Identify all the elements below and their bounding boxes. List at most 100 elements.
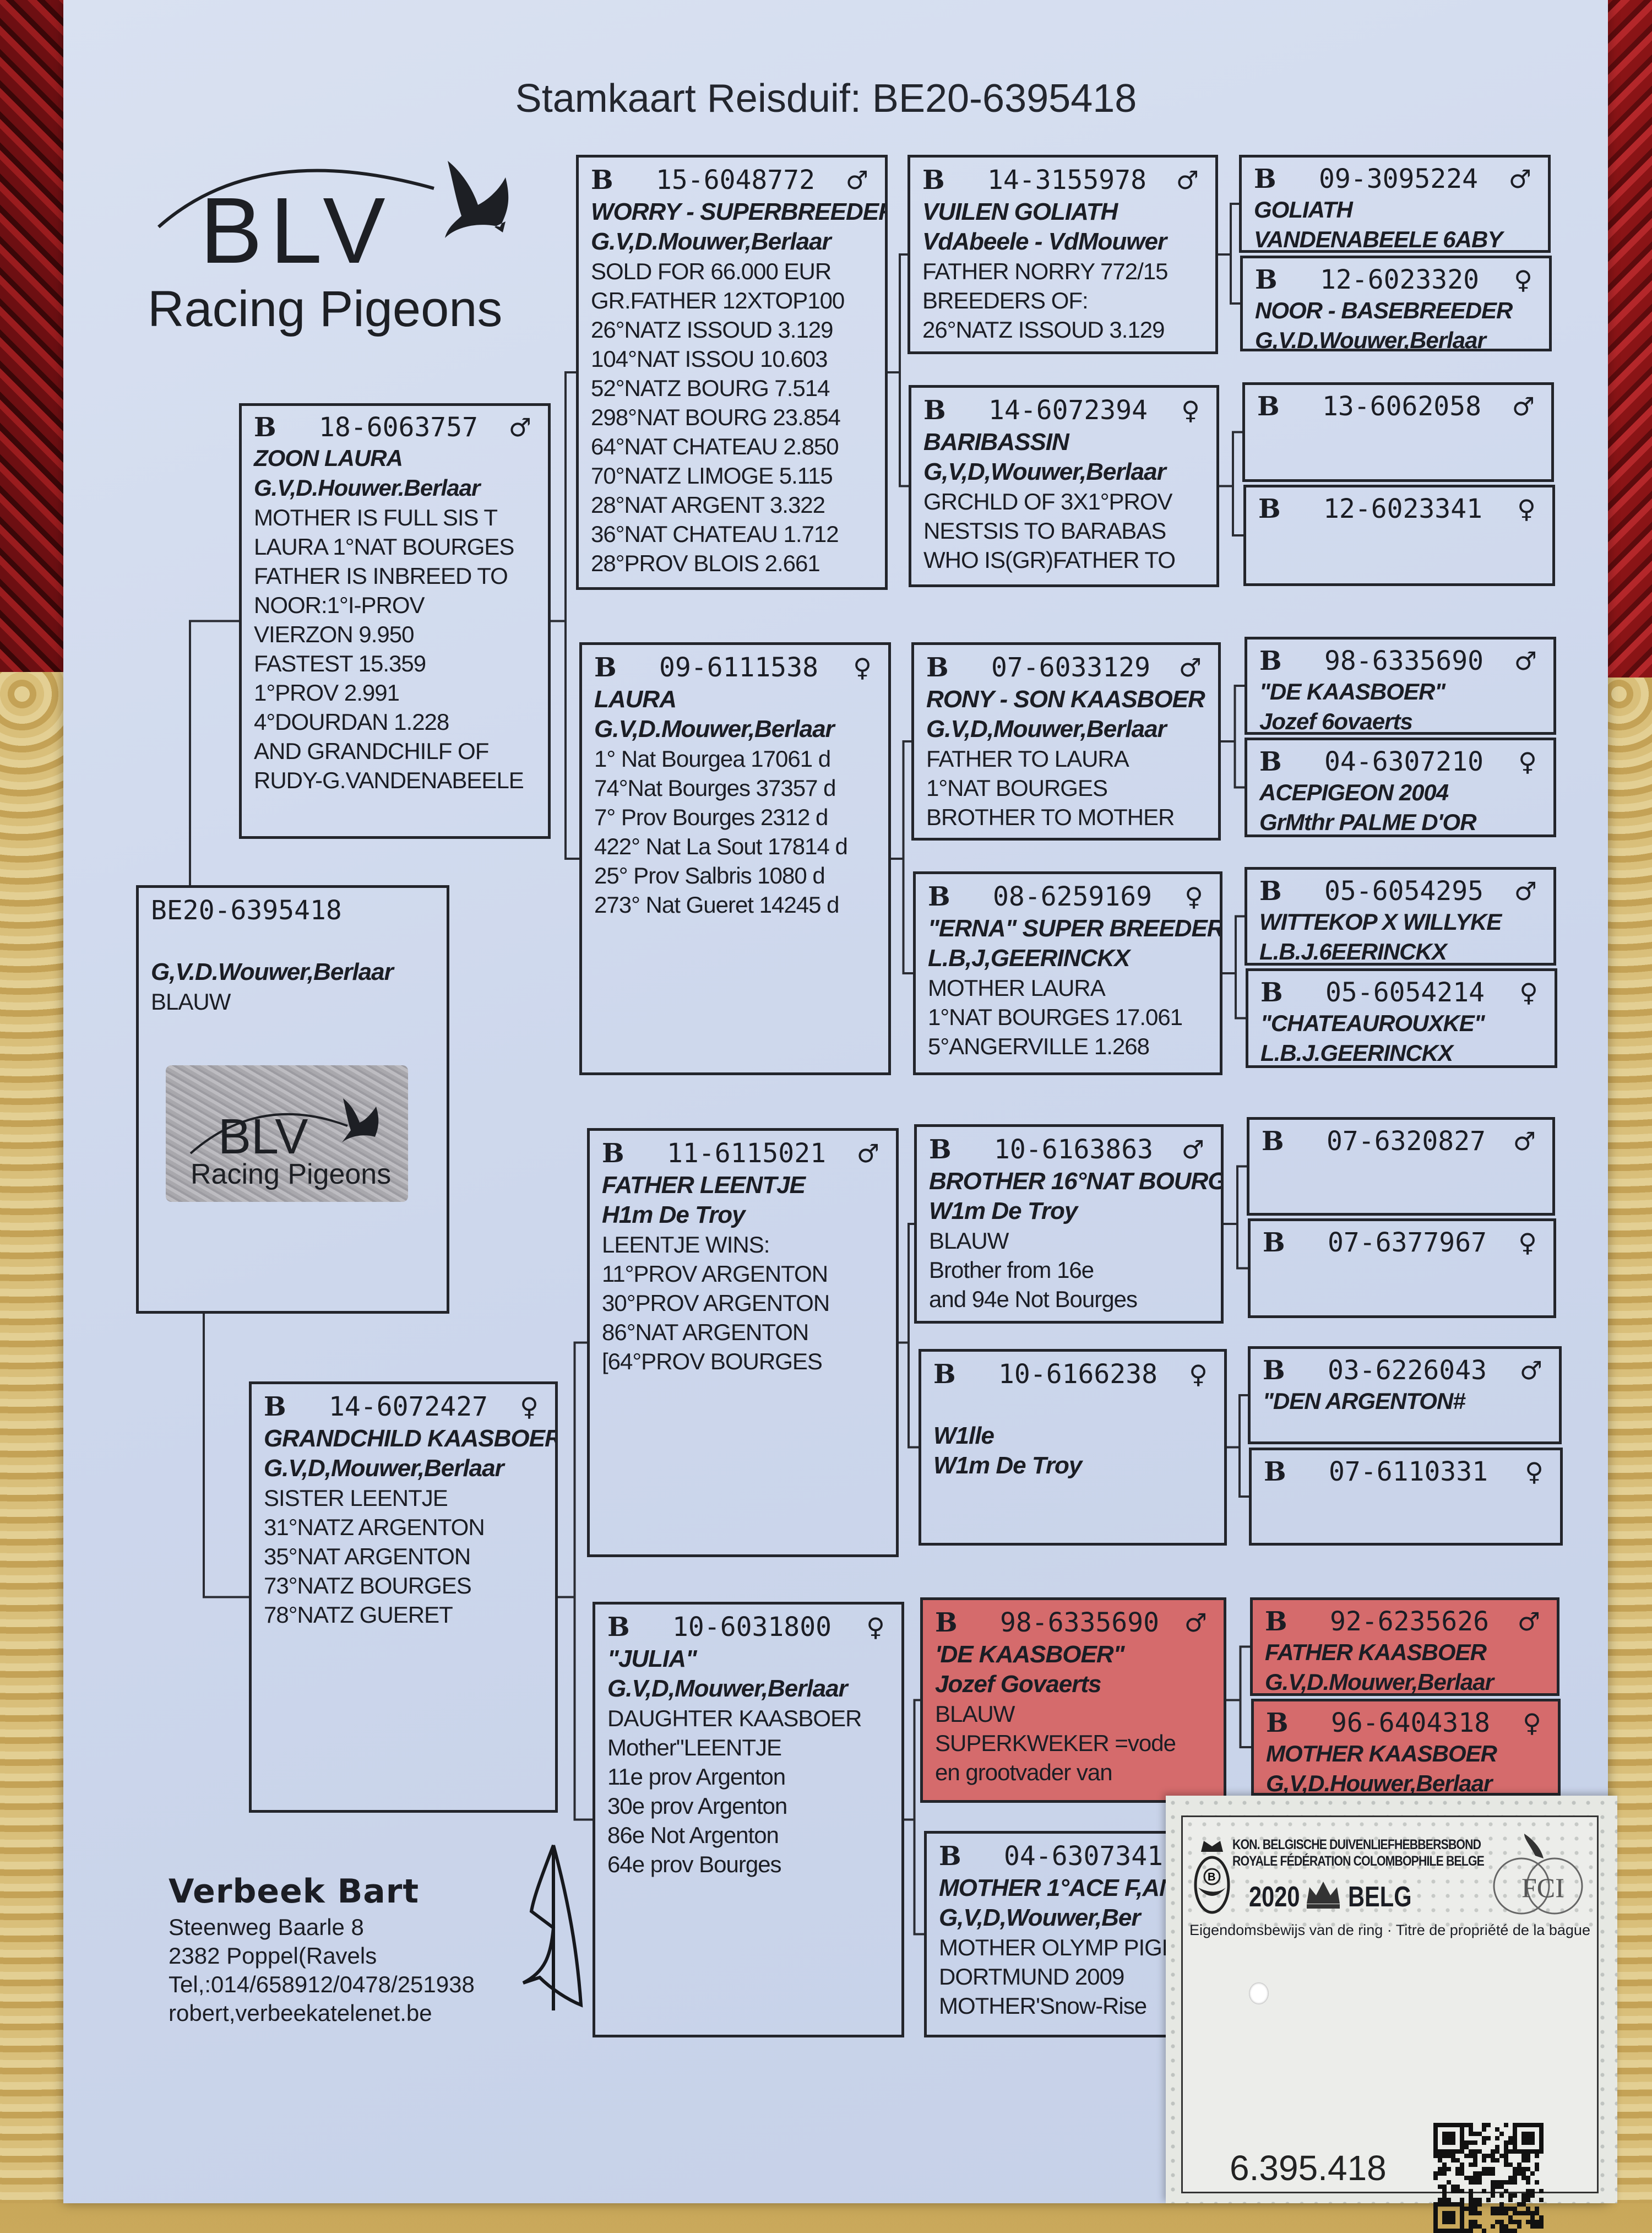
ring-number: 07-6377967 (1328, 1227, 1487, 1258)
pedigree-note: 64°NAT CHATEAU 2.850 (591, 433, 839, 459)
country-code: B (1263, 1355, 1285, 1386)
pedigree-note: 25° Prov Salbris 1080 d (594, 863, 825, 888)
breeder-name: W1m De Troy (933, 1452, 1082, 1479)
breeder-name: G.V,D.Mouwer,Berlaar (594, 716, 835, 742)
pedigree-box-dds: B 98-6335690 ♂ 'DE KAASBOER" Jozef Govaerts B… (920, 1597, 1226, 1803)
pedigree-note: BROTHER TO MOTHER (926, 804, 1175, 830)
breeder-name: G.V,D.Mouwer,Berlaar (1265, 1669, 1494, 1695)
svg-text:FCI: FCI (1521, 1872, 1564, 1903)
pedigree-note: 11e prov Argenton (607, 1764, 786, 1790)
pigeon-name: WORRY - SUPERBREEDER (591, 198, 888, 225)
male-icon: ♂ (1176, 165, 1199, 195)
ring-number: 07-6110331 (1329, 1456, 1488, 1487)
male-icon: ♂ (1178, 653, 1202, 682)
female-icon: ♀ (1518, 747, 1537, 777)
male-icon: ♂ (1512, 392, 1535, 421)
pigeon-name: ZOON LAURA (254, 445, 403, 471)
country-code: B (928, 881, 950, 912)
pedigree-box-ssss: B 09-3095224 ♂ GOLIATH VANDENABEELE 6ABY (1239, 155, 1551, 253)
ownership-caption: Eigendomsbewijs van de ring · Titre de p… (1189, 1922, 1590, 1938)
breeder-name: G,V,D.Houwer,Berlaar (1266, 1770, 1492, 1796)
logo-tagline: Racing Pigeons (148, 281, 502, 337)
owner-info: Verbeek Bart Steenweg Baarle 8 2382 Popp… (169, 1870, 475, 2028)
country-code: B (1266, 1708, 1289, 1738)
pigeon-name: NOOR - BASEBREEDER (1255, 297, 1513, 323)
pigeon-header: B 92-6235626 ♂ (1265, 1606, 1557, 1638)
punch-hole (1249, 1982, 1269, 2004)
sticker-brand: BLV (218, 1109, 308, 1164)
pedigree-box-ss: B 15-6048772 ♂ WORRY - SUPERBREEDER G.V,D.Mo… (576, 155, 888, 590)
pedigree-note: Brother from 16e (929, 1257, 1094, 1283)
blv-logo: BLV Racing Pigeons (148, 161, 509, 337)
pedigree-box-sd: B 09-6111538 ♀ LAURA G.V,D.Mouwer,Berlaar 1° … (579, 642, 891, 1075)
pedigree-note: MOTHER OLYMP PIGEON (939, 1934, 1211, 1960)
ring-number: 09-3095224 (1319, 164, 1478, 194)
owner-email: robert,verbeekatelenet.be (169, 2000, 432, 2026)
breeder-name: GrMthr PALME D'OR (1259, 809, 1477, 835)
pedigree-note: LEENTJE WINS: (602, 1232, 770, 1258)
male-icon: ♂ (1519, 1356, 1542, 1385)
ring-number: 14-6072427 (329, 1391, 488, 1422)
ring-number: 08-6259169 (993, 881, 1152, 912)
female-icon: ♀ (1523, 1708, 1541, 1738)
pedigree-box-dsd: B 10-6166238 ♀ W1lle W1m De Troy (919, 1349, 1227, 1546)
ring-number: 98-6335690 (1000, 1607, 1159, 1638)
pedigree-box-sdsd: B 04-6307210 ♀ ACEPIGEON 2004 GrMthr PALME D… (1245, 738, 1556, 837)
pedigree-note: en grootvader van (935, 1759, 1113, 1785)
background-fabric (0, 0, 66, 672)
male-icon: ♂ (508, 413, 531, 442)
pedigree-note: WHO IS(GR)FATHER TO (923, 547, 1176, 573)
ring-number: 07-6320827 (1327, 1126, 1486, 1157)
pedigree-note: 73°NATZ BOURGES (264, 1573, 472, 1598)
breeder-name: G.V,D,Mouwer,Berlaar (926, 716, 1167, 742)
pedigree-note: AND GRANDCHILF OF (254, 738, 489, 764)
pedigree-note: 104°NAT ISSOU 10.603 (591, 346, 828, 372)
pedigree-note: 52°NATZ BOURG 7.514 (591, 375, 830, 401)
owner-phone: Tel,:014/658912/0478/251938 (169, 1971, 475, 1997)
spacer (933, 1391, 1224, 1421)
fci-logo: FCI (1493, 1834, 1583, 1915)
pigeon-header: B 18-6063757 ♂ (254, 411, 548, 443)
pigeon-header: B 15-6048772 ♂ (591, 163, 885, 197)
pigeon-header: B 09-6111538 ♀ (594, 651, 888, 685)
pigeon-header: B 14-6072394 ♀ (923, 393, 1216, 427)
pedigree-note: 1°NAT BOURGES (926, 775, 1108, 801)
svg-text:B: B (1208, 1871, 1215, 1883)
pedigree-note: 30°PROV ARGENTON (602, 1290, 830, 1316)
ring-number: 10-6163863 (994, 1134, 1153, 1165)
breeder-name: L.B.J.6EERINCKX (1259, 939, 1447, 964)
pedigree-note: MOTHER'Snow-Rise (939, 1993, 1147, 2019)
male-icon: ♂ (1517, 1607, 1540, 1636)
pedigree-note: 70°NATZ LIMOGE 5.115 (591, 463, 833, 489)
pedigree-note: 31°NATZ ARGENTON (264, 1514, 485, 1540)
pedigree-note: 74°Nat Bourges 37357 d (594, 775, 836, 801)
pedigree-note: [64°PROV BOURGES (602, 1348, 823, 1374)
pedigree-note: 26°NATZ ISSOUD 3.129 (591, 317, 834, 343)
ring-number: 10-6031800 (672, 1612, 832, 1643)
pedigree-note: SUPERKWEKER =vode (935, 1730, 1176, 1756)
breeder-name: G,V,D,Wouwer,Berlaar (923, 458, 1166, 485)
pigeon-icon (445, 161, 509, 238)
ring-number: 05-6054295 (1324, 876, 1483, 907)
pigeon-header: B 12-6023320 ♀ (1255, 264, 1549, 296)
ring-number: 12-6023320 (1320, 264, 1479, 295)
crown-icon (1307, 1882, 1340, 1909)
pedigree-note: 26°NATZ ISSOUD 3.129 (922, 317, 1165, 343)
country-code: B (264, 1391, 286, 1422)
owner-address: Steenweg Baarle 8 (169, 1914, 364, 1940)
ring-number: 14-6072394 (988, 395, 1148, 426)
breeder-name: G.V,D.Mouwer,Berlaar (591, 228, 832, 255)
pigeon-header: B 09-3095224 ♂ (1254, 163, 1548, 195)
pigeon-name: GRANDCHILD KAASBOER (264, 1425, 558, 1452)
country-code: B (1257, 391, 1280, 422)
pigeon-header: BE20-6395418 (151, 893, 447, 928)
background-fabric (0, 672, 66, 2203)
pigeon-name: "JULIA" (607, 1645, 697, 1672)
ring-ownership-card: B KON. BELGISCHE DUIVENLIEFHEBBERSBOND R… (1166, 1796, 1617, 2233)
female-icon: ♀ (853, 653, 872, 682)
breeder-name: G,V,D,Wouwer,Ber (939, 1904, 1140, 1931)
pigeon-header: B 07-6033129 ♂ (926, 651, 1218, 685)
pigeon-header: B 08-6259169 ♀ (928, 880, 1220, 914)
pigeon-header: B 98-6335690 ♂ (935, 1606, 1224, 1640)
pedigree-box-dss: B 10-6163863 ♂ BROTHER 16°NAT BOURG W1m De T… (914, 1124, 1224, 1324)
